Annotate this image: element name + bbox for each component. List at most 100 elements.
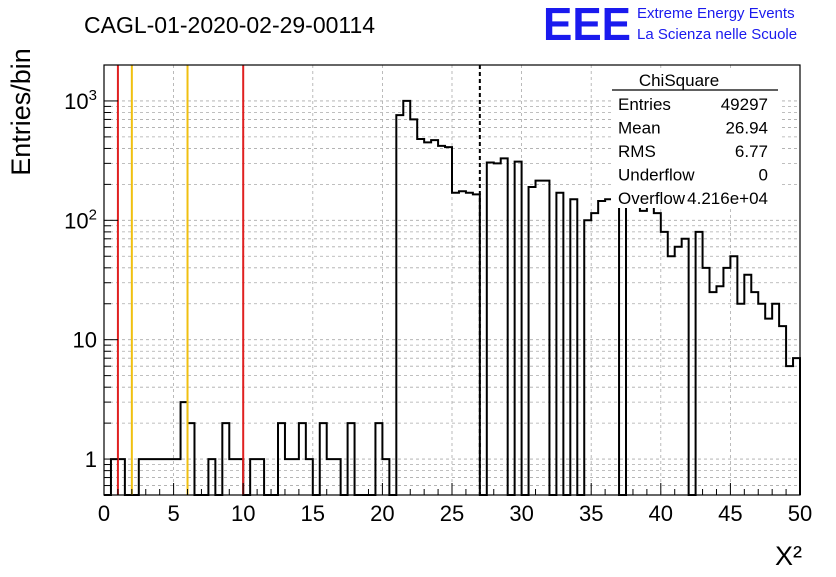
- histogram-bin: [382, 459, 389, 495]
- y-axis: 1 10 102 103: [64, 64, 118, 496]
- x-tick-label: 40: [649, 501, 673, 526]
- cut-lines: [116, 65, 481, 495]
- histogram-bin: [703, 268, 710, 495]
- histogram-bin: [716, 286, 723, 495]
- histogram-bin: [633, 199, 640, 495]
- histogram-bin: [320, 423, 327, 495]
- stats-row-label: Entries: [618, 95, 671, 114]
- histogram-bin: [167, 459, 174, 495]
- histogram-bin: [779, 326, 786, 495]
- histogram-bin: [793, 358, 800, 495]
- histogram-bin: [765, 319, 772, 495]
- logo-line1: Extreme Energy Events: [637, 5, 795, 22]
- histogram-bin: [375, 423, 382, 495]
- histogram-bin: [786, 366, 793, 495]
- histogram-bin: [236, 459, 243, 495]
- y-tick-label: 103: [64, 87, 97, 114]
- histogram-bin: [188, 423, 195, 495]
- x-tick-label: 45: [718, 501, 742, 526]
- histogram-bin: [348, 423, 355, 495]
- stats-row-value: 6.77: [735, 142, 768, 161]
- histogram-bin: [424, 142, 431, 495]
- histogram-bin: [654, 213, 661, 495]
- stats-box: ChiSquare Entries 49297 Mean 26.94 RMS 6.77 Un…: [611, 71, 779, 208]
- histogram-bin: [487, 162, 494, 495]
- histogram-bin: [410, 119, 417, 495]
- histogram-bin: [174, 459, 181, 495]
- stats-row-value: 49297: [721, 95, 768, 114]
- y-tick-label: 10: [73, 328, 97, 353]
- histogram-bin: [250, 459, 257, 495]
- histogram-bin: [494, 163, 501, 495]
- histogram-bin: [222, 423, 229, 495]
- histogram-bin: [139, 459, 146, 495]
- stats-row-label: Mean: [618, 119, 661, 138]
- histogram-bin: [473, 194, 480, 495]
- histogram-bin: [542, 181, 549, 495]
- histogram-bin: [438, 146, 445, 495]
- histogram-bin: [111, 459, 118, 495]
- histogram-bin: [556, 193, 563, 495]
- histogram-bin: [640, 211, 647, 495]
- histogram-bin: [668, 256, 675, 495]
- histogram-bin: [710, 292, 717, 495]
- histogram-bin: [584, 220, 591, 495]
- x-tick-label: 15: [301, 501, 325, 526]
- histogram-bin: [459, 191, 466, 495]
- histogram-bin: [501, 158, 508, 495]
- histogram-bin: [278, 423, 285, 495]
- histogram-bin: [334, 459, 341, 495]
- histogram-bin: [257, 459, 264, 495]
- histogram-bin: [758, 304, 765, 495]
- histogram-bin: [306, 459, 313, 495]
- histogram-bin: [181, 402, 188, 495]
- stats-row-label: RMS: [618, 142, 656, 161]
- histogram-bin: [153, 459, 160, 495]
- x-tick-label: 20: [370, 501, 394, 526]
- histogram-bin: [431, 140, 438, 495]
- stats-row-value: 4.216e+04: [687, 189, 768, 208]
- histogram-bin: [417, 139, 424, 495]
- y-tick-label: 1: [85, 447, 97, 472]
- stats-title: ChiSquare: [639, 71, 719, 90]
- histogram-bin: [445, 147, 452, 495]
- histogram-bin: [327, 459, 334, 495]
- histogram-bin: [208, 459, 215, 495]
- histogram-bin: [675, 247, 682, 495]
- x-axis-label: Χ²: [775, 541, 802, 571]
- x-tick-label: 0: [98, 501, 110, 526]
- histogram-bin: [682, 239, 689, 495]
- histogram-bin: [737, 304, 744, 495]
- x-axis: 0 5 10 15 20 25 30 35 40 45 50: [98, 483, 812, 526]
- y-axis-label: Entries/bin: [6, 48, 36, 176]
- stats-row-value: 26.94: [725, 119, 768, 138]
- stats-row-label: Overflow: [618, 189, 686, 208]
- histogram-bin: [160, 459, 167, 495]
- histogram-bin: [730, 256, 737, 495]
- histogram-bin: [744, 275, 751, 495]
- histogram-bin: [396, 115, 403, 495]
- histogram-bin: [466, 193, 473, 495]
- histogram-bin: [772, 304, 779, 495]
- y-tick-label: 102: [64, 206, 97, 233]
- histogram-bin: [299, 423, 306, 495]
- x-tick-label: 30: [509, 501, 533, 526]
- histogram-bin: [292, 459, 299, 495]
- histogram-bin: [118, 459, 125, 495]
- histogram-bin: [723, 268, 730, 495]
- logo-line2: La Scienza nelle Scuole: [637, 26, 797, 43]
- x-tick-label: 10: [231, 501, 255, 526]
- histogram-bin: [647, 203, 654, 495]
- histogram-bin: [598, 201, 605, 495]
- histogram-bin: [452, 193, 459, 495]
- stats-box-background: [611, 71, 779, 208]
- histogram-bin: [605, 199, 612, 495]
- histogram-bin: [229, 459, 236, 495]
- histogram-bin: [529, 187, 536, 495]
- histogram-bin: [696, 232, 703, 495]
- stats-rows: Entries 49297 Mean 26.94 RMS 6.77 Underflow 0 Ov…: [618, 95, 768, 208]
- stats-row-label: Underflow: [618, 166, 695, 185]
- histogram-bin: [591, 213, 598, 495]
- histogram-bin: [661, 232, 668, 495]
